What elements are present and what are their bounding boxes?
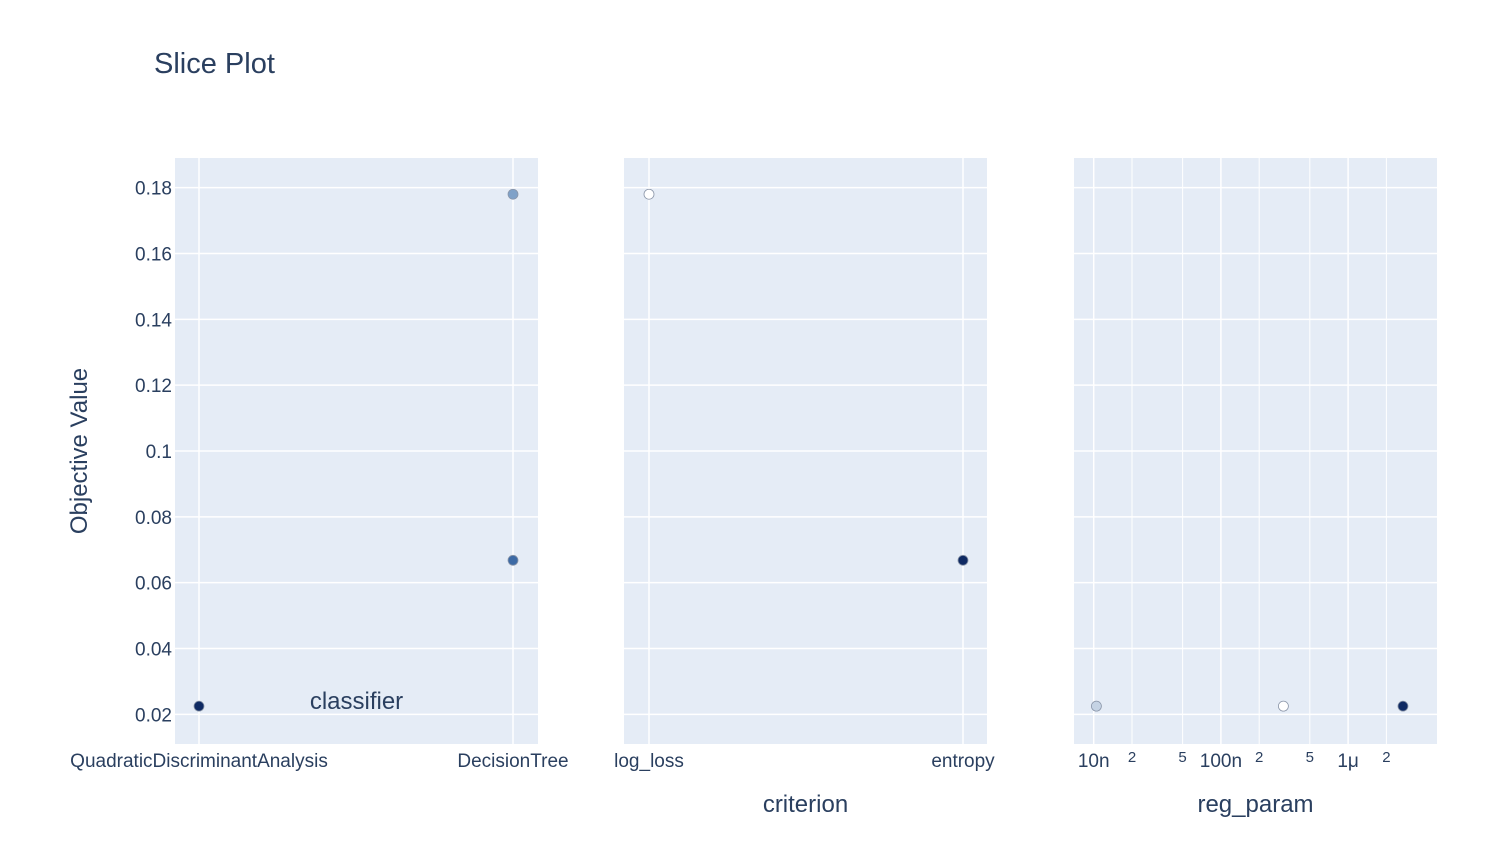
data-point[interactable] <box>1397 700 1409 712</box>
x-minor-tick-label: 5 <box>1178 749 1186 766</box>
subplots: QuadraticDiscriminantAnalysis DecisionTre… <box>70 158 1437 818</box>
x-tick-label: 1μ <box>1337 751 1359 772</box>
data-point[interactable] <box>1090 700 1102 712</box>
y-tick-label: 0.06 <box>135 574 172 595</box>
subplot-classifier: QuadraticDiscriminantAnalysis DecisionTre… <box>70 158 569 772</box>
x-tick-label: entropy <box>931 751 995 772</box>
x-minor-tick-label: 2 <box>1382 749 1390 766</box>
x-minor-tick-label: 5 <box>1306 749 1314 766</box>
x-minor-tick-label: 2 <box>1255 749 1263 766</box>
y-tick-label: 0.14 <box>135 310 172 331</box>
y-tick-label: 0.18 <box>135 179 172 200</box>
data-point[interactable] <box>643 188 655 200</box>
y-tick-label: 0.02 <box>135 705 172 726</box>
data-point[interactable] <box>507 554 519 566</box>
y-tick-label: 0.16 <box>135 244 172 265</box>
subplot-reg_param: 10n 100n 1μ 2 5 2 5 2 reg_param <box>1074 158 1437 818</box>
data-point[interactable] <box>957 554 969 566</box>
x-axis-label-classifier: classifier <box>310 688 403 715</box>
data-point[interactable] <box>507 188 519 200</box>
chart-title: Slice Plot <box>154 48 275 80</box>
x-axis-label-reg_param: reg_param <box>1197 791 1313 818</box>
x-tick-label: log_loss <box>614 751 684 772</box>
y-tick-label: 0.12 <box>135 376 172 397</box>
x-tick-label: QuadraticDiscriminantAnalysis <box>70 751 328 772</box>
subplot-criterion: log_loss entropy criterion <box>614 158 995 818</box>
x-tick-label: 100n <box>1200 751 1242 772</box>
data-point[interactable] <box>1277 700 1289 712</box>
y-axis-label: Objective Value <box>66 368 93 534</box>
y-tick-label: 0.04 <box>135 640 172 661</box>
x-axis-label-criterion: criterion <box>763 791 848 818</box>
y-tick-label: 0.1 <box>146 442 172 463</box>
x-minor-tick-label: 2 <box>1128 749 1136 766</box>
x-tick-label: DecisionTree <box>457 751 568 772</box>
data-point[interactable] <box>193 700 205 712</box>
y-tick-label: 0.08 <box>135 508 172 529</box>
x-tick-label: 10n <box>1078 751 1110 772</box>
